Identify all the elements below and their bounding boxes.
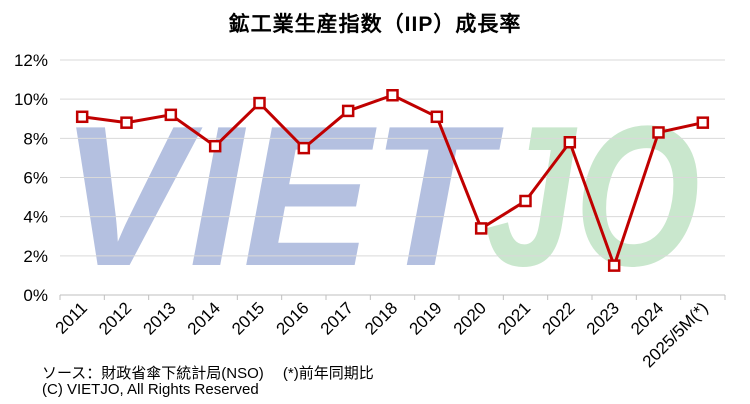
vietjo-watermark: VIETJO [60,85,700,308]
data-point-marker [607,259,621,272]
x-axis-tick-labels: 2011 2012 2013 2014 2015 2016 2017 2018 2019 2020… [52,298,712,371]
data-point-marker [430,110,444,124]
y-axis-tick-labels: 0% 2% 4% 6% 8% 10% 12% [14,51,48,305]
data-point-marker [208,139,222,153]
data-point-marker [297,141,311,155]
y-tick-label: 12% [14,51,48,70]
watermark-jo: JO [485,85,700,308]
data-point-marker [341,104,355,118]
y-tick-label: 6% [23,169,48,188]
gridlines [59,59,726,300]
data-point-marker [253,96,266,110]
copyright-note: (C) VIETJO, All Rights Reserved [42,381,259,398]
data-point-marker [696,116,710,129]
data-point-marker [75,110,89,124]
data-point-marker [164,108,178,122]
data-point-marker [563,136,577,149]
y-tick-label: 2% [23,247,48,266]
data-point-marker [120,116,133,129]
y-tick-label: 8% [23,129,48,148]
data-point-marker [474,222,488,235]
series-line-group [75,89,710,272]
y-tick-label: 10% [14,90,48,109]
data-point-marker [652,126,665,139]
data-point-marker [519,194,532,208]
y-tick-label: 4% [23,208,48,227]
data-point-marker [386,89,399,102]
y-tick-label: 0% [23,286,48,305]
source-note: ソース：財政省傘下統計局(NSO) (*)前年同期比 [42,365,374,382]
chart-title: 鉱工業生産指数（IIP）成長率 [228,13,522,36]
